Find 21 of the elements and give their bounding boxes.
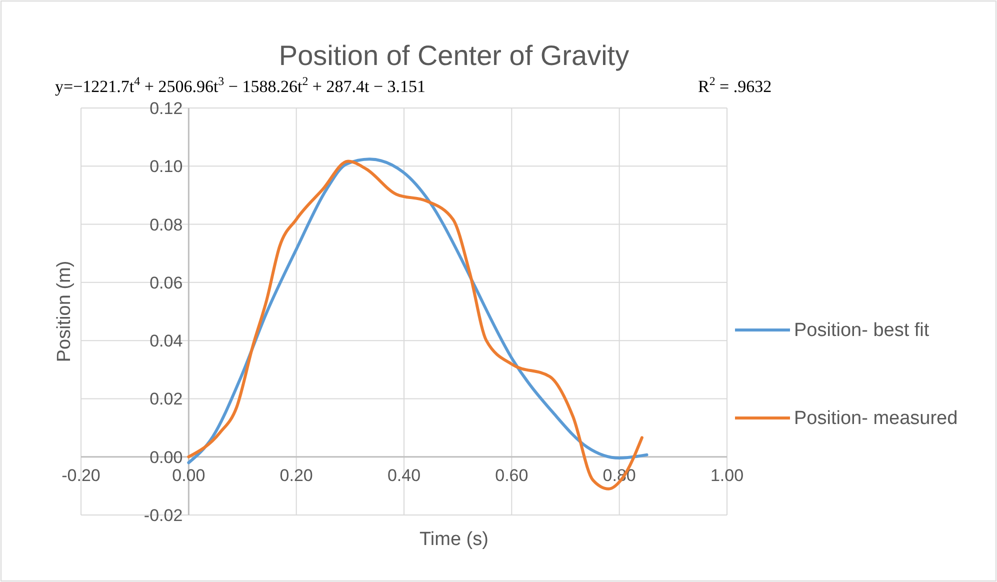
x-tick-label: -0.20 (62, 466, 100, 485)
text: R$^{2}$ = .9632 (698, 74, 772, 96)
x-tick-label: 0.40 (387, 466, 421, 485)
y-tick-label: 0.12 (150, 99, 183, 118)
x-tick-label: 0.00 (172, 466, 206, 485)
legend-label: Position- best fit (794, 320, 930, 341)
x-tick-label: 1.00 (710, 466, 744, 485)
y-tick-label: 0.02 (150, 390, 183, 409)
x-tick-label: 0.20 (280, 466, 313, 485)
legend-label: Position- measured (794, 408, 958, 429)
chart-title: Position of Center of Gravity (278, 40, 630, 71)
x-tick-label: 0.60 (495, 466, 528, 485)
y-tick-label: -0.02 (144, 506, 183, 525)
y-tick-label: 0.10 (150, 157, 183, 176)
x-axis-title: Time (s) (420, 529, 488, 550)
y-axis-title: Position (m) (54, 260, 75, 362)
y-tick-label: 0.08 (150, 215, 183, 234)
y-tick-label: 0.04 (150, 332, 183, 351)
y-tick-label: 0.06 (150, 273, 183, 292)
text: y=−1221.7t$^{4}$ + 2506.96t$^{3}$ − 1588.26t$^{2}$ + 287.4t − 3.151 (55, 74, 426, 96)
y-tick-label: 0.00 (150, 448, 183, 467)
